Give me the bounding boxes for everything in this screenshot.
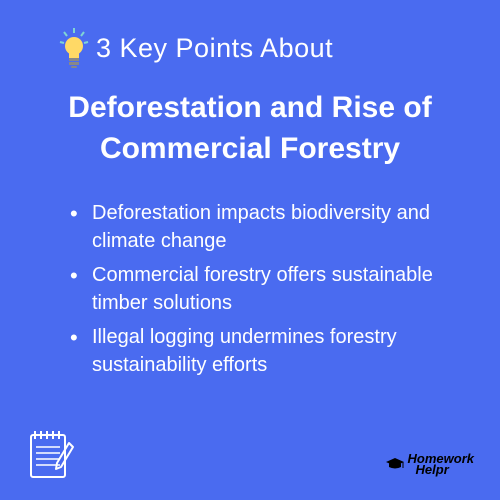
- logo: Homework Helpr: [385, 453, 474, 476]
- list-item: Illegal logging undermines forestry sust…: [70, 323, 450, 379]
- graduation-cap-icon: [385, 457, 405, 471]
- points-list: Deforestation impacts biodiversity and c…: [0, 169, 500, 379]
- logo-text: Homework Helpr: [408, 453, 474, 476]
- logo-line2: Helpr: [416, 464, 474, 476]
- lightbulb-icon: [58, 28, 90, 68]
- page-title: Deforestation and Rise of Commercial For…: [0, 68, 500, 169]
- notepad-icon: [25, 425, 80, 480]
- list-item: Commercial forestry offers sustainable t…: [70, 261, 450, 317]
- header-text: 3 Key Points About: [96, 33, 333, 64]
- list-item: Deforestation impacts biodiversity and c…: [70, 199, 450, 255]
- header: 3 Key Points About: [0, 0, 500, 68]
